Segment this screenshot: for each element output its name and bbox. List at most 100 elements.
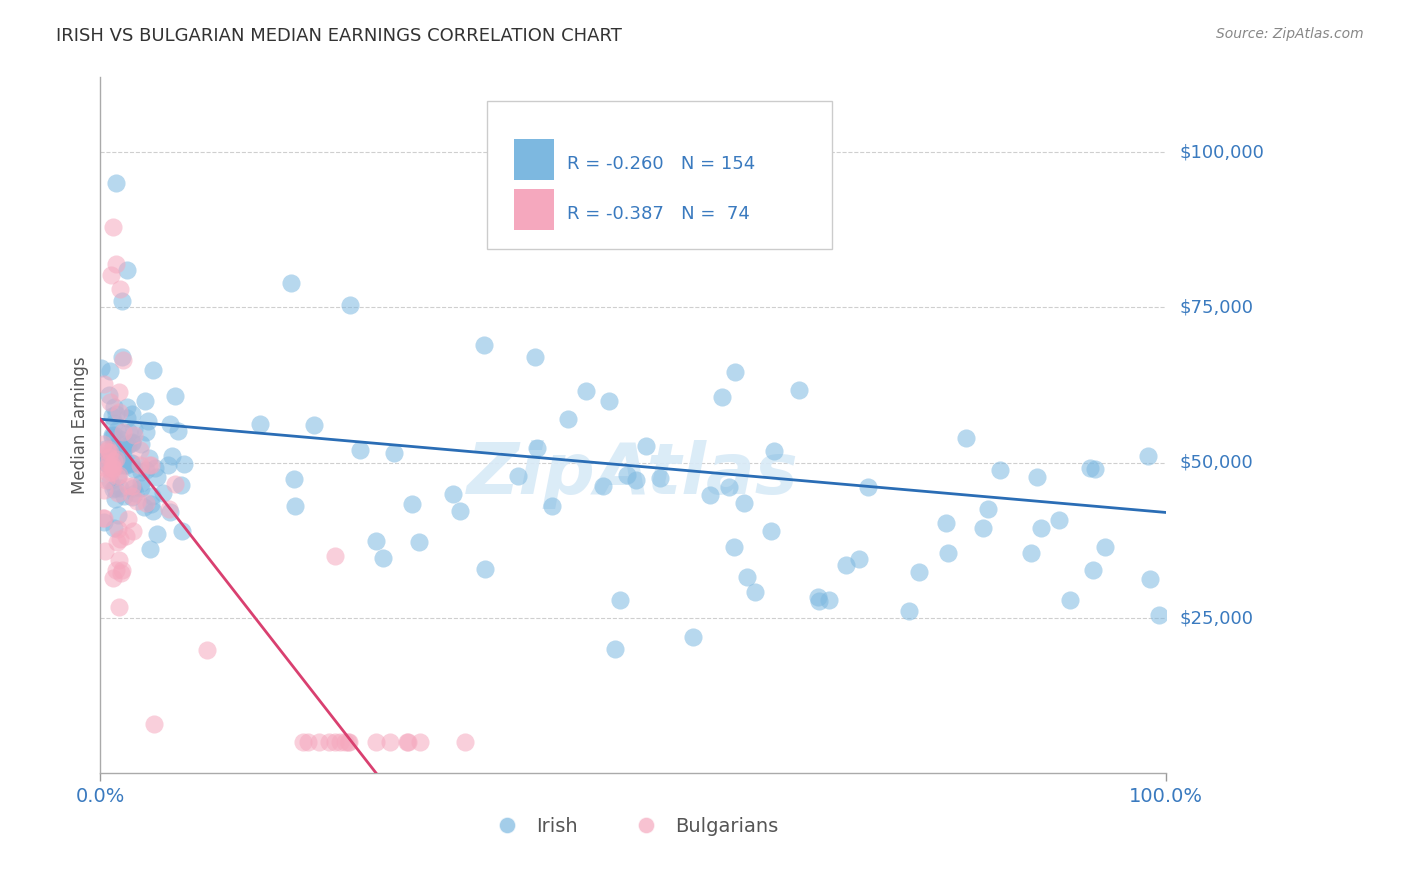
Point	[152, 486, 174, 500]
Text: $50,000: $50,000	[1180, 454, 1253, 472]
Point	[101, 219, 124, 234]
Point	[364, 735, 387, 749]
Point	[97, 387, 120, 401]
Point	[117, 512, 139, 526]
Point	[131, 436, 153, 450]
Point	[634, 440, 657, 454]
Point	[105, 447, 128, 461]
Point	[97, 442, 120, 456]
Point	[972, 521, 994, 535]
Point	[129, 443, 152, 458]
Point	[107, 522, 129, 536]
Point	[114, 458, 136, 472]
Point	[308, 735, 330, 749]
Point	[592, 479, 614, 493]
Point	[104, 481, 127, 495]
Point	[605, 642, 627, 657]
Point	[454, 735, 477, 749]
Point	[988, 463, 1011, 477]
Point	[107, 508, 129, 522]
Point	[114, 436, 136, 450]
Point	[135, 462, 157, 476]
Point	[609, 592, 631, 607]
Point	[93, 376, 115, 391]
Point	[138, 541, 160, 556]
Point	[103, 454, 125, 468]
Point	[107, 486, 129, 500]
Point	[955, 431, 977, 445]
Point	[93, 455, 115, 469]
Point	[108, 385, 131, 400]
Point	[121, 489, 143, 503]
Legend: Irish, Bulgarians: Irish, Bulgarians	[479, 809, 786, 844]
Point	[110, 566, 132, 580]
Point	[122, 427, 145, 442]
Point	[103, 571, 125, 585]
Point	[93, 511, 115, 525]
Point	[108, 458, 131, 472]
Point	[122, 422, 145, 436]
Point	[100, 460, 122, 475]
Point	[108, 282, 131, 296]
Text: $75,000: $75,000	[1180, 298, 1254, 317]
Point	[143, 460, 166, 475]
Point	[107, 468, 129, 483]
Point	[349, 443, 371, 458]
Point	[449, 504, 471, 518]
Point	[744, 584, 766, 599]
Point	[759, 524, 782, 538]
Point	[103, 440, 125, 454]
Point	[105, 469, 128, 483]
Point	[98, 363, 121, 377]
Point	[112, 353, 135, 368]
Point	[121, 435, 143, 450]
Point	[724, 365, 747, 379]
Point	[105, 257, 128, 271]
Point	[98, 450, 121, 464]
Point	[541, 500, 564, 514]
Point	[117, 438, 139, 452]
Point	[103, 401, 125, 415]
Point	[167, 424, 190, 438]
Point	[101, 460, 124, 475]
Y-axis label: Median Earnings: Median Earnings	[72, 357, 89, 494]
Point	[616, 468, 638, 483]
Point	[395, 735, 418, 749]
Point	[302, 418, 325, 433]
Text: $100,000: $100,000	[1180, 143, 1264, 161]
Point	[1080, 461, 1102, 475]
Point	[401, 497, 423, 511]
Point	[163, 389, 186, 403]
Point	[157, 501, 180, 516]
Point	[115, 263, 138, 277]
Point	[1147, 607, 1170, 622]
Point	[441, 487, 464, 501]
Point	[121, 481, 143, 495]
Point	[107, 405, 129, 419]
Point	[523, 350, 546, 364]
Point	[157, 458, 180, 473]
Point	[124, 485, 146, 500]
Point	[728, 194, 751, 209]
Point	[173, 457, 195, 471]
Point	[1094, 540, 1116, 554]
Point	[104, 451, 127, 466]
Point	[170, 478, 193, 492]
Point	[848, 551, 870, 566]
Point	[526, 441, 548, 455]
Point	[111, 425, 134, 439]
Point	[935, 516, 957, 531]
Point	[142, 363, 165, 377]
Point	[108, 533, 131, 547]
Point	[735, 570, 758, 584]
Point	[195, 642, 218, 657]
Point	[382, 446, 405, 460]
Point	[103, 428, 125, 442]
Point	[1059, 593, 1081, 607]
Point	[94, 461, 117, 475]
Point	[575, 384, 598, 398]
Point	[100, 427, 122, 442]
Point	[323, 735, 346, 749]
Point	[121, 457, 143, 471]
Point	[557, 412, 579, 426]
